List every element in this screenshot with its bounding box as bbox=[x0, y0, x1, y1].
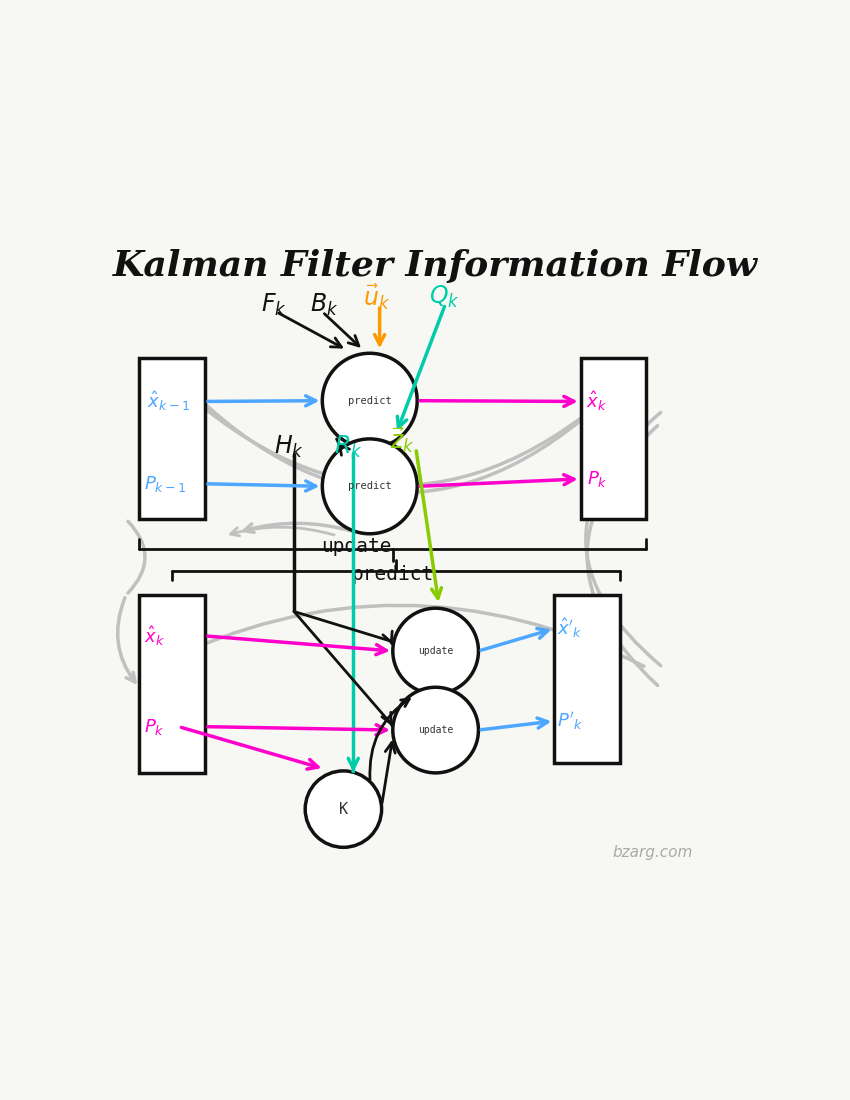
Text: $R_k$: $R_k$ bbox=[333, 433, 362, 460]
Circle shape bbox=[393, 608, 479, 694]
Circle shape bbox=[322, 353, 417, 448]
Text: update: update bbox=[418, 725, 453, 735]
Text: update: update bbox=[418, 646, 453, 656]
FancyBboxPatch shape bbox=[554, 595, 620, 763]
Text: $P_{k-1}$: $P_{k-1}$ bbox=[144, 474, 187, 494]
FancyBboxPatch shape bbox=[139, 595, 205, 773]
Circle shape bbox=[305, 771, 382, 847]
Text: update: update bbox=[321, 537, 392, 557]
Circle shape bbox=[322, 439, 417, 534]
FancyArrowPatch shape bbox=[163, 360, 644, 493]
FancyArrowPatch shape bbox=[128, 521, 145, 593]
Text: $\hat{x}'_k$: $\hat{x}'_k$ bbox=[558, 617, 582, 640]
Text: $P'_k$: $P'_k$ bbox=[558, 710, 583, 732]
Text: $Q_k$: $Q_k$ bbox=[429, 284, 460, 310]
Text: $\vec{u}_k$: $\vec{u}_k$ bbox=[363, 282, 390, 311]
Text: predict: predict bbox=[348, 396, 392, 406]
Text: predict: predict bbox=[348, 482, 392, 492]
Text: $F_k$: $F_k$ bbox=[261, 293, 286, 318]
FancyArrowPatch shape bbox=[245, 524, 354, 532]
Circle shape bbox=[393, 688, 479, 773]
Text: $H_k$: $H_k$ bbox=[275, 433, 304, 460]
FancyArrowPatch shape bbox=[117, 597, 135, 682]
FancyBboxPatch shape bbox=[139, 358, 205, 519]
Text: $P_k$: $P_k$ bbox=[144, 716, 165, 737]
Text: $\hat{x}_{k-1}$: $\hat{x}_{k-1}$ bbox=[147, 389, 190, 414]
FancyArrowPatch shape bbox=[586, 412, 660, 666]
FancyArrowPatch shape bbox=[157, 363, 644, 485]
FancyArrowPatch shape bbox=[230, 527, 334, 536]
FancyArrowPatch shape bbox=[370, 698, 410, 780]
Text: $B_k$: $B_k$ bbox=[310, 293, 339, 318]
Text: predict: predict bbox=[352, 565, 434, 584]
FancyArrowPatch shape bbox=[587, 426, 658, 685]
Text: $\hat{x}_k$: $\hat{x}_k$ bbox=[586, 389, 607, 414]
FancyBboxPatch shape bbox=[581, 358, 646, 519]
Text: Kalman Filter Information Flow: Kalman Filter Information Flow bbox=[113, 250, 758, 283]
FancyArrowPatch shape bbox=[158, 605, 644, 667]
Text: bzarg.com: bzarg.com bbox=[613, 845, 694, 860]
Text: K: K bbox=[339, 802, 348, 816]
Text: $\hat{x}_k$: $\hat{x}_k$ bbox=[144, 624, 166, 648]
Text: $\vec{z}_k$: $\vec{z}_k$ bbox=[389, 426, 414, 455]
Text: $P_k$: $P_k$ bbox=[587, 469, 608, 488]
